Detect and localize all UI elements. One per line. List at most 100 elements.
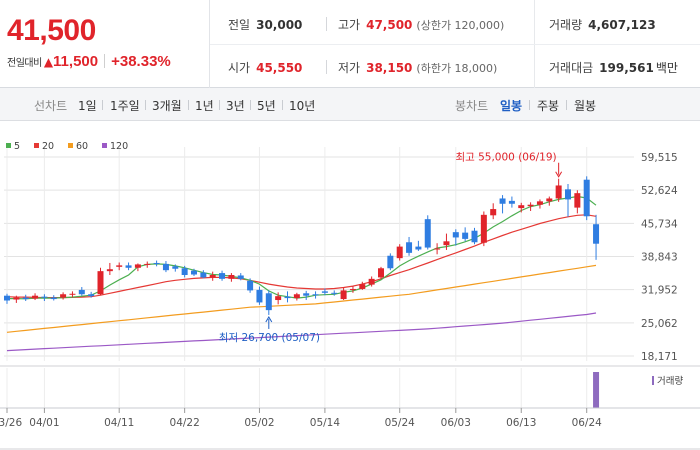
candle-body bbox=[452, 232, 459, 238]
candle-body bbox=[181, 268, 188, 275]
candle-body bbox=[471, 230, 478, 243]
stat-high: 고가 47,500 (상한가 120,000) bbox=[338, 16, 504, 33]
ma60-line bbox=[6, 264, 597, 333]
candle-body bbox=[555, 185, 562, 199]
candle-body bbox=[134, 264, 141, 268]
stat-value: 199,561 bbox=[599, 61, 654, 75]
candle-body bbox=[228, 274, 235, 279]
candle-body bbox=[153, 262, 160, 264]
legend-swatch bbox=[6, 143, 11, 148]
legend-label: 60 bbox=[76, 141, 88, 152]
divider bbox=[326, 17, 327, 31]
stat-key: 저가 bbox=[338, 61, 361, 75]
stat-value: 47,500 bbox=[366, 18, 413, 32]
candle-body bbox=[97, 271, 104, 295]
change-percent: +38.33% bbox=[111, 53, 171, 70]
y-tick-label: 38,843 bbox=[641, 252, 678, 264]
candle-body bbox=[4, 295, 10, 301]
stat-sub: (하한가 18,000) bbox=[416, 62, 498, 75]
y-tick-label: 31,952 bbox=[641, 285, 678, 297]
divider bbox=[566, 100, 567, 110]
candle-body bbox=[331, 292, 338, 294]
volume-legend-label: 거래량 bbox=[657, 375, 683, 387]
stock-chart: 5 20 60 120 최고 55,000 (06/19) 최저 26,700 (05/… bbox=[0, 141, 700, 450]
quote-summary: 41,500 전일대비 ▲11,500 +38.33% 전일 30,000 고가 47,… bbox=[0, 0, 700, 88]
period-1d-button[interactable]: 1일 bbox=[78, 99, 97, 113]
y-tick-label: 59,515 bbox=[641, 152, 678, 164]
legend-swatch bbox=[102, 143, 107, 148]
candle-body bbox=[480, 214, 487, 243]
candle-body bbox=[574, 193, 581, 208]
candle-body bbox=[60, 294, 67, 298]
candle-body bbox=[200, 272, 207, 278]
high-annotation-label: 최고 55,000 (06/19) bbox=[455, 152, 556, 164]
stat-value: 4,607,123 bbox=[588, 18, 656, 32]
change-value: 11,500 bbox=[53, 53, 99, 70]
stat-key: 전일 bbox=[228, 18, 251, 32]
candle-body bbox=[144, 263, 151, 265]
candle-body bbox=[162, 263, 169, 271]
stat-key: 거래량 bbox=[549, 18, 583, 32]
x-tick-label: 06/13 bbox=[506, 417, 536, 429]
low-annotation-label: 최저 26,700 (05/07) bbox=[219, 332, 320, 344]
period-3m-button[interactable]: 3개월 bbox=[152, 99, 182, 113]
candle-body bbox=[321, 291, 328, 293]
candle-body bbox=[462, 232, 469, 239]
candle-body bbox=[191, 270, 197, 275]
candle-body bbox=[275, 296, 282, 301]
stat-value: 38,150 bbox=[366, 61, 413, 75]
candle-body bbox=[518, 205, 525, 209]
stat-volume: 거래량 4,607,123 bbox=[549, 16, 656, 33]
period-5y-button[interactable]: 5년 bbox=[257, 99, 276, 113]
candle-body bbox=[312, 294, 319, 296]
period-3y-button[interactable]: 3년 bbox=[226, 99, 245, 113]
y-tick-label: 18,171 bbox=[641, 351, 678, 363]
candles bbox=[4, 176, 600, 315]
stat-key: 시가 bbox=[228, 61, 251, 75]
candle-daily-button[interactable]: 일봉 bbox=[500, 99, 523, 113]
candle-monthly-button[interactable]: 월봉 bbox=[574, 99, 597, 113]
candle-body bbox=[106, 269, 113, 272]
candle-body bbox=[508, 200, 515, 204]
candle-body bbox=[387, 255, 394, 269]
candle-body bbox=[265, 293, 272, 311]
candle-body bbox=[424, 219, 431, 248]
period-10y-button[interactable]: 10년 bbox=[289, 99, 316, 113]
divider bbox=[326, 60, 327, 74]
stat-low: 저가 38,150 (하한가 18,000) bbox=[338, 59, 497, 76]
change-row: 전일대비 ▲11,500 +38.33% bbox=[7, 53, 171, 70]
period-1y-button[interactable]: 1년 bbox=[195, 99, 214, 113]
candle-body bbox=[443, 241, 450, 246]
candle-body bbox=[303, 293, 310, 296]
candle-weekly-button[interactable]: 주봉 bbox=[537, 99, 560, 113]
divider bbox=[210, 44, 700, 45]
candle-body bbox=[565, 189, 571, 200]
candle-body bbox=[22, 297, 29, 300]
ma5-line bbox=[7, 195, 597, 300]
x-tick-label: 03/26 bbox=[0, 417, 22, 429]
legend-swatch bbox=[34, 143, 39, 148]
x-tick-label: 05/14 bbox=[310, 417, 341, 429]
legend-label: 20 bbox=[42, 141, 54, 152]
candle-body bbox=[116, 265, 123, 267]
stat-prev-close: 전일 30,000 bbox=[228, 16, 302, 33]
legend-swatch bbox=[68, 143, 73, 148]
volume-bar bbox=[593, 372, 600, 408]
low-arrow-icon bbox=[265, 315, 273, 323]
candle-body bbox=[69, 293, 76, 295]
candle-body bbox=[368, 278, 375, 285]
divider bbox=[145, 100, 146, 110]
candle-body bbox=[527, 204, 534, 207]
period-1w-button[interactable]: 1주일 bbox=[110, 99, 140, 113]
legend-label: 120 bbox=[110, 141, 128, 152]
stat-sub: (상한가 120,000) bbox=[416, 19, 505, 32]
candle-body bbox=[434, 248, 441, 250]
divider bbox=[188, 100, 189, 110]
candle-body bbox=[293, 294, 300, 299]
divider bbox=[529, 100, 530, 110]
volume-panel: 거래량 bbox=[0, 365, 700, 408]
x-tick-label: 06/24 bbox=[572, 417, 603, 429]
y-axis: 59,515 52,624 45,734 38,843 31,952 25,062 18,1… bbox=[641, 152, 678, 363]
candle-body bbox=[88, 294, 95, 297]
candle-body bbox=[499, 198, 506, 204]
